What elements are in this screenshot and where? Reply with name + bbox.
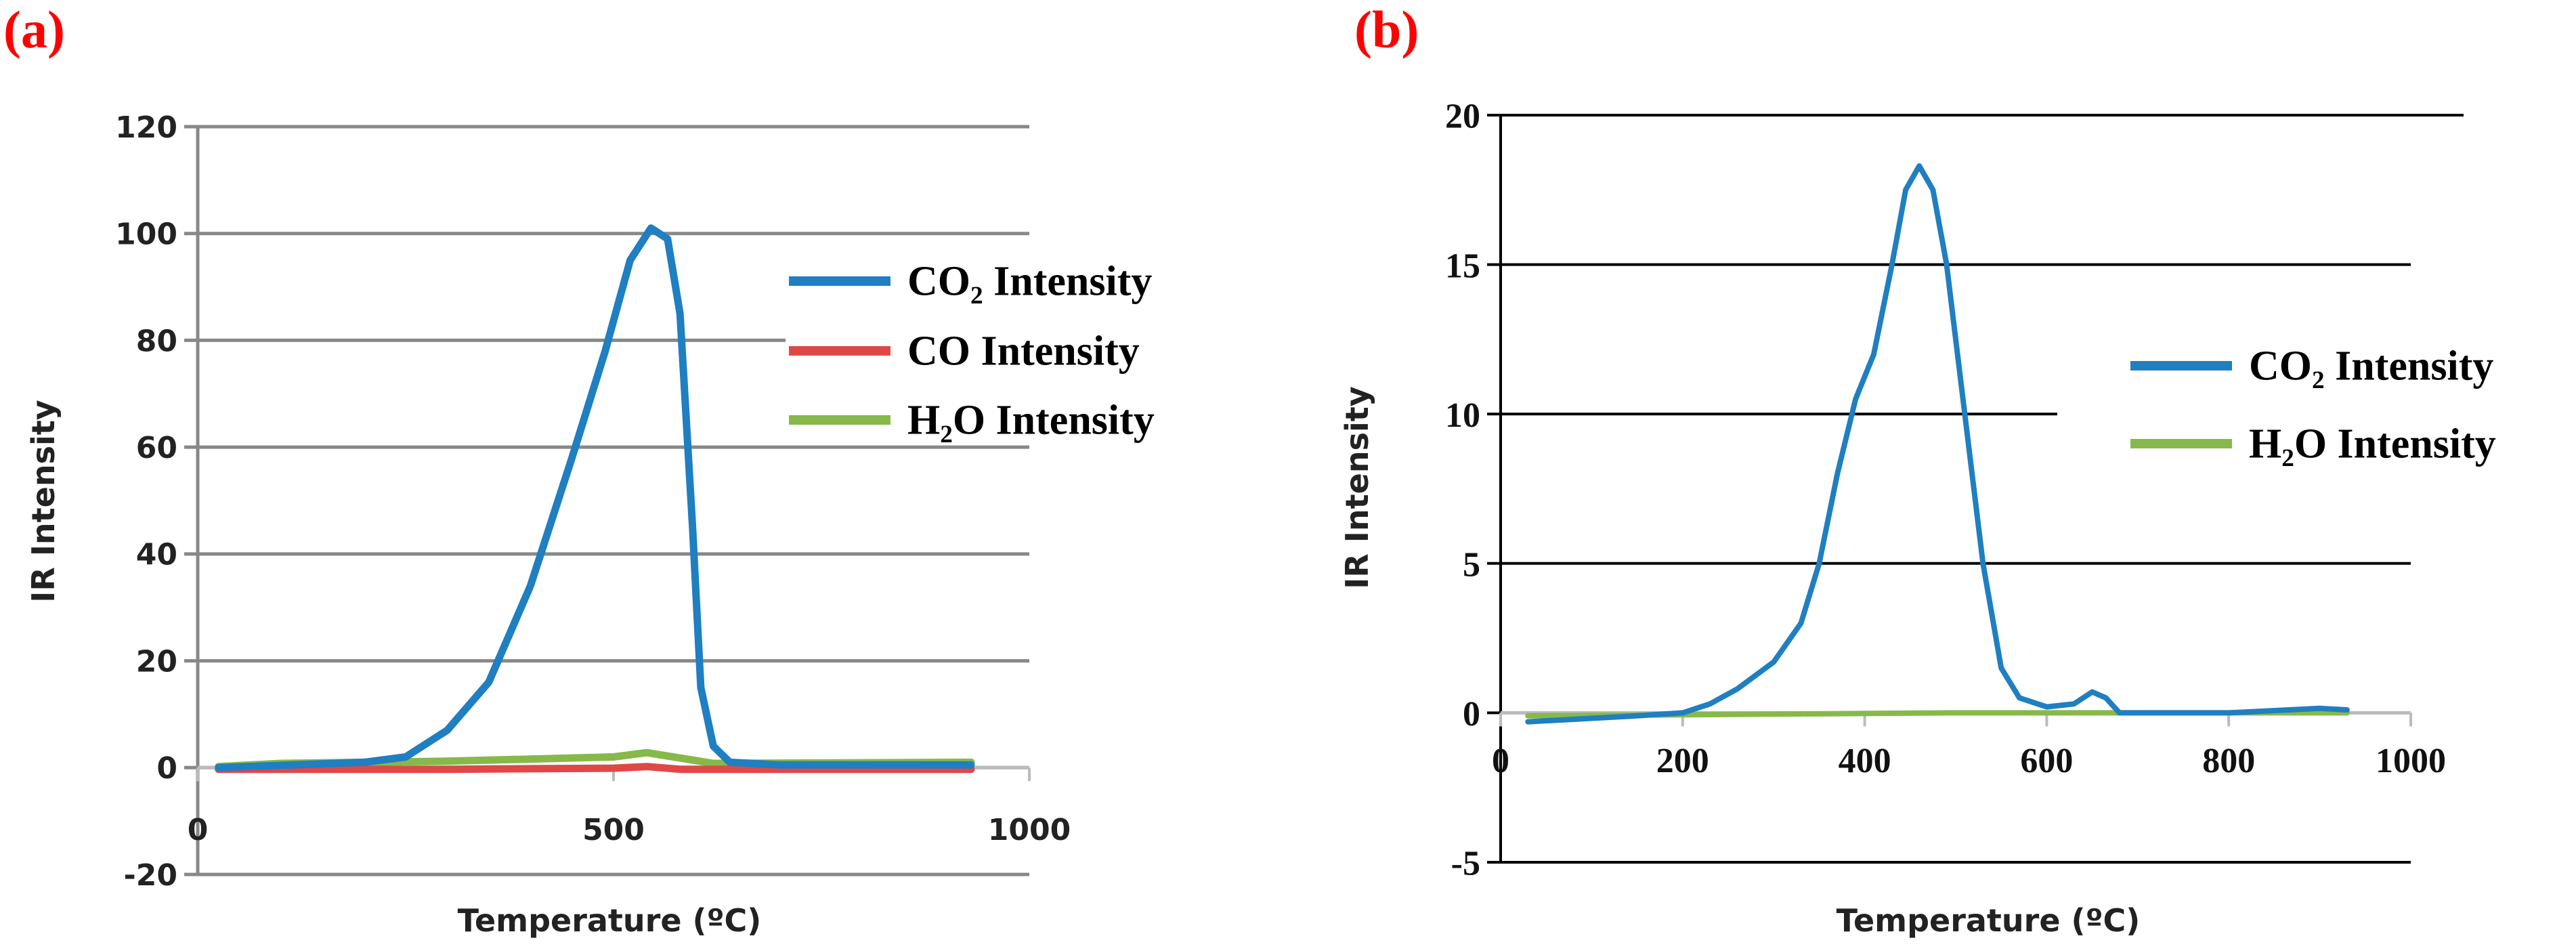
x-tick-label: 800 [2202, 742, 2255, 780]
x-tick-label: 1000 [2376, 742, 2446, 780]
panel-label: (b) [1354, 0, 1419, 59]
y-tick-label: 80 [136, 324, 177, 358]
x-tick-label: 200 [1656, 742, 1709, 780]
legend-entry: CO₂ Intensity [789, 258, 1152, 304]
x-tick-label: 0 [1492, 742, 1509, 780]
legend-entry: H₂O Intensity [789, 397, 1155, 443]
y-axis-label: IR Intensity [1339, 386, 1375, 589]
x-axis-label: Temperature (ºC) [1837, 902, 2141, 939]
legend-entry: CO₂ Intensity [2130, 343, 2493, 389]
legend-entry: CO Intensity [789, 328, 1140, 374]
y-tick-label: 20 [136, 644, 177, 679]
y-tick-label: -5 [1451, 845, 1480, 883]
legend-entry: H₂O Intensity [2130, 421, 2496, 467]
y-tick-label: 120 [115, 110, 177, 145]
x-tick-label: 400 [1839, 742, 1891, 780]
chart-panel-a: (a) -20 0 20 40 60 80 100 120 0 500 1000 Temperature… [3, 0, 1155, 939]
y-tick-label: 60 [136, 431, 177, 465]
panel-label: (a) [3, 0, 65, 59]
x-tick-label: 0 [188, 813, 209, 847]
y-tick-label: 100 [115, 217, 177, 252]
y-tick-label: 40 [136, 538, 177, 572]
legend-label: CO₂ Intensity [907, 258, 1152, 304]
x-axis-label: Temperature (ºC) [458, 902, 762, 939]
x-tick-label: 600 [2020, 742, 2073, 780]
y-tick-label: 15 [1445, 247, 1480, 285]
y-tick-label: 5 [1463, 546, 1480, 585]
y-tick-label: 20 [1445, 98, 1480, 136]
y-tick-label: 0 [1463, 695, 1480, 734]
series-line [1525, 163, 2350, 725]
series-line [215, 763, 975, 774]
x-tick-label: 500 [582, 813, 645, 847]
y-axis-label: IR Intensity [25, 400, 62, 602]
y-tick-label: 10 [1445, 396, 1480, 435]
y-tick-label: -20 [124, 858, 178, 893]
legend-label: H₂O Intensity [907, 397, 1155, 443]
legend-label: H₂O Intensity [2249, 421, 2496, 467]
legend-label: CO₂ Intensity [2249, 343, 2493, 389]
legend-label: CO Intensity [907, 328, 1140, 374]
y-tick-label: 0 [156, 751, 177, 786]
series-line [215, 224, 975, 772]
x-tick-label: 1000 [988, 813, 1071, 847]
